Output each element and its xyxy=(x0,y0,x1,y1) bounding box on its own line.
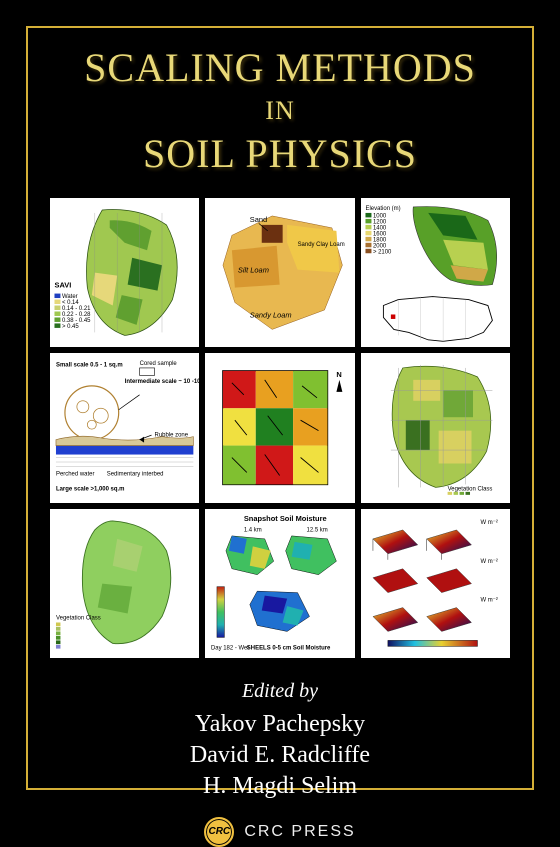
title-line-2: IN xyxy=(46,96,514,126)
svg-text:W m⁻²: W m⁻² xyxy=(480,597,497,603)
tile-3d-surfaces: W m⁻² W m⁻² W m⁻² xyxy=(361,509,510,658)
svg-text:Sandy Clay Loam: Sandy Clay Loam xyxy=(298,242,345,248)
svg-text:Large scale >1,000 sq.m: Large scale >1,000 sq.m xyxy=(56,487,125,493)
tile-elevation-us: Elevation (m) 1000 1200 1400 1600 1800 2… xyxy=(361,198,510,347)
figure-grid: SAVI Water < 0.14 0.14 - 0.21 0.22 - 0.2… xyxy=(50,198,510,658)
decorative-border: SCALING METHODS IN SOIL PHYSICS xyxy=(26,26,534,790)
svg-text:> 0.45: > 0.45 xyxy=(62,324,79,330)
svg-text:SHEELS 0-5 cm Soil Moisture: SHEELS 0-5 cm Soil Moisture xyxy=(247,645,331,651)
svg-text:Sand: Sand xyxy=(250,215,267,224)
svg-text:N: N xyxy=(337,370,342,379)
publisher-logo-icon: CRC xyxy=(204,817,234,847)
svg-text:Small scale 0.5 - 1 sq.m: Small scale 0.5 - 1 sq.m xyxy=(56,363,123,369)
svg-text:> 2100: > 2100 xyxy=(373,249,392,255)
tile-vector-field: N xyxy=(205,353,354,502)
tile-green-island: Vegetation Class xyxy=(50,509,199,658)
svg-text:Sedimentary interbed: Sedimentary interbed xyxy=(107,472,164,478)
edited-by-label: Edited by xyxy=(46,680,514,703)
title-block: SCALING METHODS IN SOIL PHYSICS xyxy=(46,46,514,176)
svg-text:Vegetation Class: Vegetation Class xyxy=(447,487,492,493)
author-2: David E. Radcliffe xyxy=(46,740,514,771)
title-line-1: SCALING METHODS xyxy=(46,46,514,90)
author-3: H. Magdi Selim xyxy=(46,771,514,802)
svg-text:Intermediate scale ~ 10 -100 s: Intermediate scale ~ 10 -100 sq.m xyxy=(125,379,200,385)
svg-text:Silt Loam: Silt Loam xyxy=(238,266,269,275)
svg-text:12.5 km: 12.5 km xyxy=(307,527,328,533)
svg-text:Elevation (m): Elevation (m) xyxy=(365,206,400,212)
tile-savi-map: SAVI Water < 0.14 0.14 - 0.21 0.22 - 0.2… xyxy=(50,198,199,347)
svg-text:Perched water: Perched water xyxy=(56,472,95,478)
tile-vegetation: Vegetation Class xyxy=(361,353,510,502)
tile-soil-moisture: Snapshot Soil Moisture 1.4 km 12.5 km xyxy=(205,509,354,658)
svg-text:W m⁻²: W m⁻² xyxy=(480,558,497,564)
tile-scale-diagram: Small scale 0.5 - 1 sq.m Cored sample In… xyxy=(50,353,199,502)
svg-text:Day 182 - Wet: Day 182 - Wet xyxy=(211,645,249,651)
title-line-3: SOIL PHYSICS xyxy=(46,132,514,176)
svg-text:Snapshot Soil Moisture: Snapshot Soil Moisture xyxy=(244,514,327,523)
publisher-name: CRC PRESS xyxy=(244,823,355,841)
tile-soil-texture: Sand Sandy Clay Loam Silt Loam Sandy Loa… xyxy=(205,198,354,347)
svg-text:Cored sample: Cored sample xyxy=(140,361,178,367)
svg-text:Rubble zone: Rubble zone xyxy=(155,433,189,439)
svg-text:Sandy Loam: Sandy Loam xyxy=(250,310,292,319)
legend-title: SAVI xyxy=(54,281,71,290)
svg-text:1.4 km: 1.4 km xyxy=(244,527,262,533)
book-cover: SCALING METHODS IN SOIL PHYSICS xyxy=(0,0,560,816)
publisher-block: CRC CRC PRESS xyxy=(46,817,514,847)
credits-block: Edited by Yakov Pachepsky David E. Radcl… xyxy=(46,680,514,847)
svg-text:W m⁻²: W m⁻² xyxy=(480,520,497,526)
svg-text:Vegetation Class: Vegetation Class xyxy=(56,615,101,621)
author-1: Yakov Pachepsky xyxy=(46,709,514,740)
